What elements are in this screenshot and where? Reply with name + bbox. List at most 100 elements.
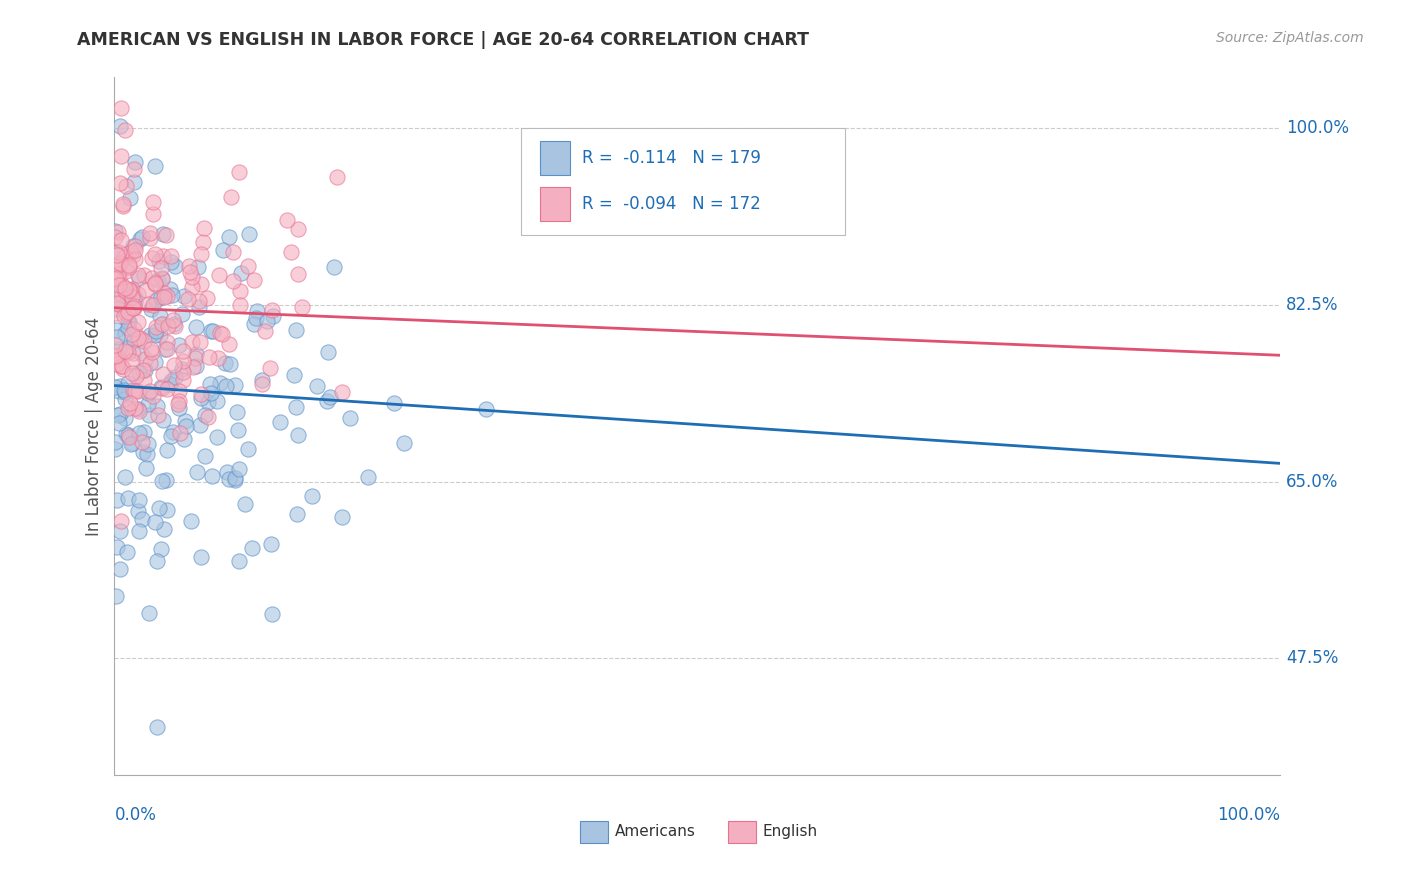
Point bbox=[128, 426, 150, 441]
Point bbox=[131, 512, 153, 526]
Point bbox=[118, 395, 141, 409]
Point bbox=[172, 365, 194, 379]
Point bbox=[174, 419, 197, 434]
Point bbox=[111, 278, 134, 293]
Point bbox=[135, 283, 157, 297]
Point bbox=[131, 434, 153, 449]
Point bbox=[138, 327, 160, 342]
Point bbox=[138, 384, 160, 398]
Point bbox=[141, 271, 163, 285]
Point bbox=[132, 373, 155, 387]
Point bbox=[156, 382, 179, 396]
Point bbox=[201, 469, 224, 483]
Point bbox=[173, 432, 195, 446]
Point bbox=[145, 720, 167, 734]
Point bbox=[156, 318, 179, 333]
Text: 47.5%: 47.5% bbox=[1286, 649, 1339, 667]
Point bbox=[243, 318, 266, 332]
Point bbox=[141, 345, 163, 359]
Point bbox=[104, 348, 127, 362]
Point bbox=[139, 342, 162, 356]
Point bbox=[136, 297, 159, 311]
Point bbox=[107, 352, 129, 367]
Point bbox=[319, 390, 342, 404]
Point bbox=[214, 356, 236, 370]
Point bbox=[129, 331, 152, 345]
Point bbox=[205, 393, 228, 408]
Point bbox=[190, 387, 212, 401]
Point bbox=[145, 324, 167, 338]
Point bbox=[188, 300, 211, 314]
Point bbox=[107, 343, 129, 357]
Point bbox=[231, 266, 253, 280]
Point bbox=[114, 426, 136, 441]
Point bbox=[141, 252, 163, 266]
Point bbox=[104, 442, 127, 456]
Point bbox=[180, 334, 202, 349]
Point bbox=[105, 349, 128, 363]
Point bbox=[228, 165, 250, 179]
Point bbox=[224, 377, 246, 392]
Point bbox=[142, 389, 165, 403]
Point bbox=[163, 319, 186, 334]
Point bbox=[139, 226, 162, 240]
Point bbox=[127, 286, 149, 301]
Point bbox=[120, 283, 142, 297]
Point bbox=[197, 394, 219, 409]
Point bbox=[128, 524, 150, 538]
Point bbox=[287, 428, 309, 442]
Point bbox=[167, 338, 190, 352]
Point bbox=[115, 306, 138, 320]
Point bbox=[121, 346, 143, 360]
Point bbox=[285, 507, 308, 521]
Point bbox=[146, 273, 169, 287]
Point bbox=[167, 401, 190, 415]
Point bbox=[301, 489, 323, 503]
Point bbox=[128, 366, 150, 380]
Point bbox=[128, 403, 150, 417]
Point bbox=[139, 356, 162, 370]
Point bbox=[173, 373, 195, 387]
Point bbox=[105, 306, 128, 320]
Point bbox=[262, 309, 284, 323]
Point bbox=[150, 474, 173, 488]
Point bbox=[145, 277, 167, 292]
Point bbox=[229, 284, 252, 298]
Point bbox=[218, 229, 240, 244]
Point bbox=[150, 270, 173, 285]
Point bbox=[121, 282, 143, 296]
Point bbox=[132, 268, 155, 282]
Point bbox=[108, 269, 131, 284]
Point bbox=[112, 383, 135, 397]
Point bbox=[114, 392, 136, 407]
Point bbox=[117, 320, 139, 334]
Point bbox=[115, 342, 138, 356]
Point bbox=[167, 384, 190, 399]
Point bbox=[208, 376, 231, 390]
Point bbox=[283, 368, 305, 382]
Point bbox=[228, 461, 250, 475]
Point bbox=[149, 541, 172, 556]
Point bbox=[145, 515, 167, 529]
Point bbox=[111, 359, 134, 373]
Point bbox=[280, 244, 302, 259]
Point bbox=[105, 323, 128, 337]
Point bbox=[143, 327, 166, 342]
Text: English: English bbox=[762, 824, 818, 839]
Point bbox=[124, 295, 146, 310]
Point bbox=[172, 344, 194, 359]
Point bbox=[188, 335, 211, 350]
Point bbox=[136, 447, 159, 461]
Point bbox=[156, 442, 179, 457]
Point bbox=[110, 359, 132, 374]
Point bbox=[253, 324, 276, 338]
Point bbox=[145, 553, 167, 567]
Point bbox=[179, 265, 201, 279]
Point bbox=[152, 413, 174, 427]
Point bbox=[162, 313, 184, 327]
Point bbox=[156, 342, 179, 356]
Point bbox=[245, 310, 267, 325]
Point bbox=[121, 290, 143, 304]
Point bbox=[122, 289, 145, 303]
Point bbox=[190, 550, 212, 565]
